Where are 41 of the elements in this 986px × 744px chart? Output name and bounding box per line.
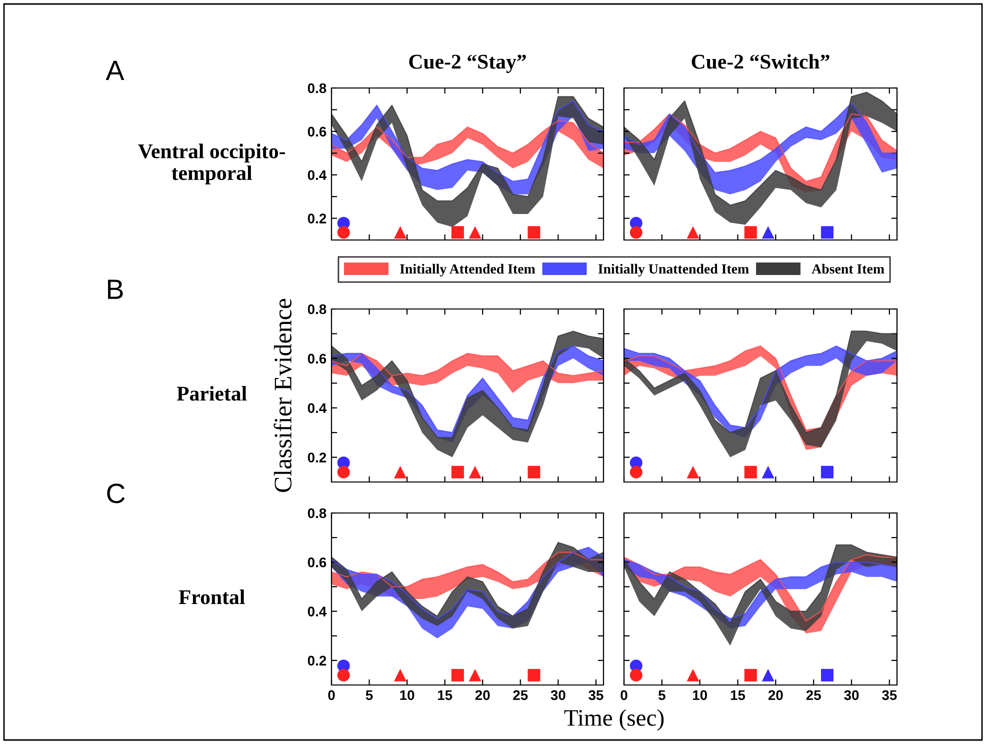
x-tick-label: 25 xyxy=(513,690,528,700)
legend-label: Absent Item xyxy=(812,264,884,274)
y-axis-title: Frontal xyxy=(178,590,245,604)
legend-label: Initially Unattended Item xyxy=(598,264,749,276)
legend-label: Initially Attended Item xyxy=(400,264,536,276)
x-tick-label: 5 xyxy=(658,690,666,700)
y-tick-label: 0.4 xyxy=(308,170,327,180)
x-tick-label: 5 xyxy=(366,690,373,700)
x-axis-title: Time (sec) xyxy=(564,709,664,731)
x-tick-label: 20 xyxy=(475,690,490,700)
x-tick-label: 35 xyxy=(588,690,604,700)
text: A xyxy=(106,60,124,80)
y-tick-label: 0.2 xyxy=(308,656,326,666)
y-tick-label: 0.8 xyxy=(308,83,326,94)
x-tick-label: 35 xyxy=(882,690,897,700)
chart-title: Cue-2 “Stay” xyxy=(409,54,526,74)
x-tick-label: 10 xyxy=(400,690,414,700)
x-tick-label: 10 xyxy=(692,690,707,700)
x-tick-label: 15 xyxy=(438,690,452,700)
x-tick-label: 0 xyxy=(328,690,335,700)
text: Classifier Evidence xyxy=(274,298,292,492)
x-tick-label: 30 xyxy=(844,690,859,700)
y-tick-label: 0.6 xyxy=(308,354,326,364)
x-tick-label: 25 xyxy=(806,690,821,700)
y-axis-title: Parietal xyxy=(176,386,247,401)
text: C xyxy=(107,484,125,504)
x-tick-label: 30 xyxy=(550,690,566,700)
y-tick-label: 0.2 xyxy=(308,452,326,462)
text: B xyxy=(108,280,123,299)
y-tick-label: 0.2 xyxy=(308,214,326,224)
y-tick-label: 0.4 xyxy=(308,403,327,414)
x-tick-label: 15 xyxy=(730,690,746,700)
y-tick-label: 0.6 xyxy=(308,557,326,568)
y-tick-label: 0.8 xyxy=(308,304,326,314)
chart-title: Cue-2 “Switch” xyxy=(692,54,830,69)
x-tick-label: 0 xyxy=(620,690,628,700)
y-tick-label: 0.6 xyxy=(308,126,326,137)
y-tick-label: 0.4 xyxy=(308,606,327,616)
x-tick-label: 20 xyxy=(768,690,783,700)
y-axis-title: Ventral occipito- temporal xyxy=(138,144,286,184)
y-tick-label: 0.8 xyxy=(308,508,326,518)
